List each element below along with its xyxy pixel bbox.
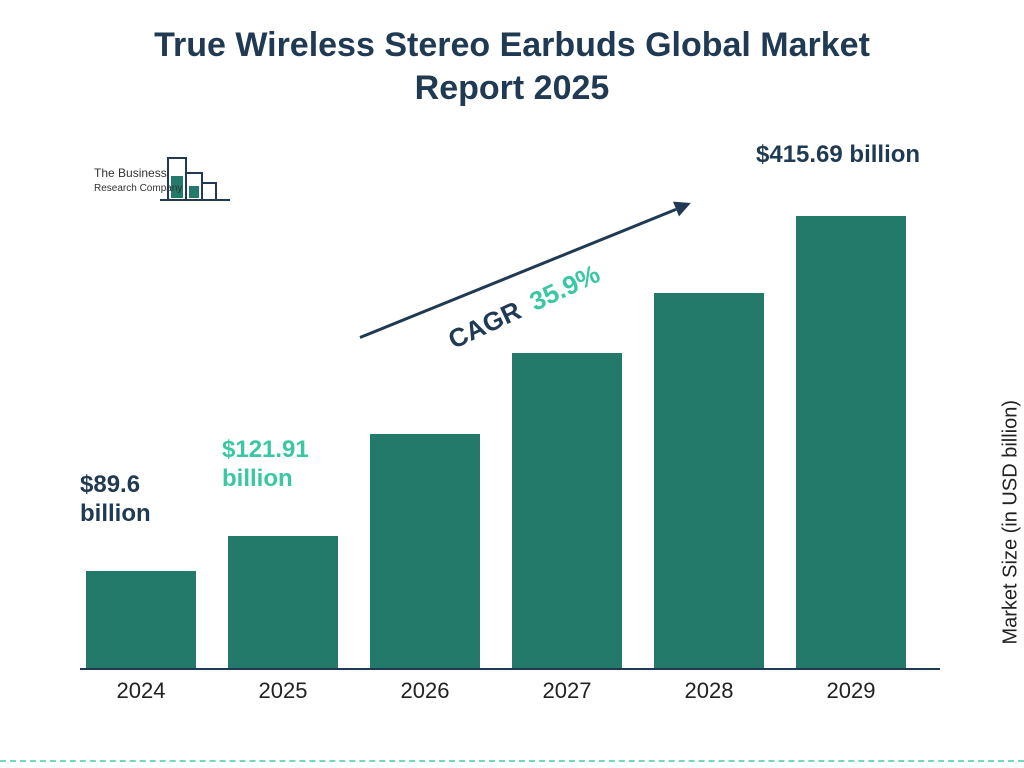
value-label: $121.91billion bbox=[222, 436, 309, 494]
x-axis-label: 2026 bbox=[370, 678, 480, 704]
bar bbox=[512, 353, 622, 668]
title-line1: True Wireless Stereo Earbuds Global Mark… bbox=[154, 26, 870, 64]
bar bbox=[370, 434, 480, 668]
bar-chart: $89.6billion$121.91billion$415.69 billio… bbox=[80, 170, 940, 700]
x-axis-label: 2024 bbox=[86, 678, 196, 704]
value-label: $89.6billion bbox=[80, 471, 151, 529]
plot-area: $89.6billion$121.91billion$415.69 billio… bbox=[80, 170, 940, 670]
x-axis-label: 2029 bbox=[796, 678, 906, 704]
title-line2: Report 2025 bbox=[415, 69, 610, 107]
x-axis-label: 2028 bbox=[654, 678, 764, 704]
footer-dashed-line bbox=[0, 760, 1024, 762]
value-label: $415.69 billion bbox=[756, 141, 920, 170]
chart-title: True Wireless Stereo Earbuds Global Mark… bbox=[0, 0, 1024, 109]
x-axis-label: 2025 bbox=[228, 678, 338, 704]
bar bbox=[86, 571, 196, 668]
bar bbox=[796, 216, 906, 668]
x-axis-label: 2027 bbox=[512, 678, 622, 704]
bar bbox=[654, 293, 764, 668]
bar bbox=[228, 536, 338, 669]
y-axis-label: Market Size (in USD billion) bbox=[1000, 400, 1023, 645]
